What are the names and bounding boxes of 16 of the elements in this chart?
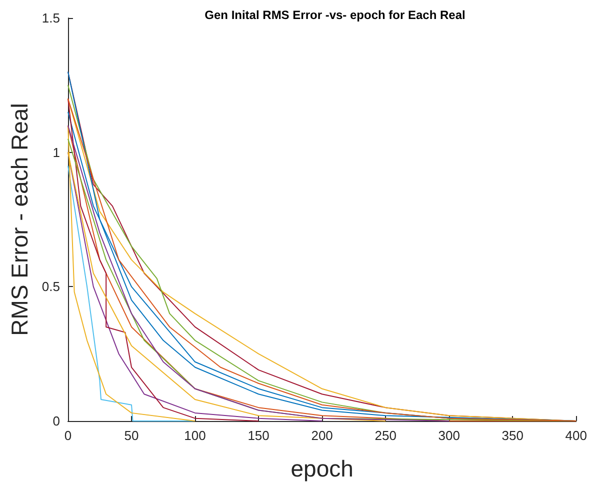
y-tick-label: 1 [52,144,60,160]
x-tick-label: 350 [502,428,524,443]
y-tick-label: 0.5 [42,279,60,294]
y-tick-label: 0 [52,414,60,428]
x-tick-label: 400 [565,428,588,443]
x-tick-label: 0 [64,428,72,443]
x-tick-label: 100 [184,428,206,443]
y-tick-label: 1.5 [42,10,60,26]
x-tick-label: 300 [438,428,460,443]
chart-title: Gen Inital RMS Error -vs- epoch for Each Real [204,8,466,22]
x-axis-title: epoch [290,456,354,482]
x-tick-label: 50 [124,428,139,443]
y-axis-title: RMS Error - each Real [6,103,32,336]
x-tick-label: 200 [311,428,333,443]
x-tick-label: 150 [248,428,270,443]
x-tick-label: 250 [374,428,396,443]
